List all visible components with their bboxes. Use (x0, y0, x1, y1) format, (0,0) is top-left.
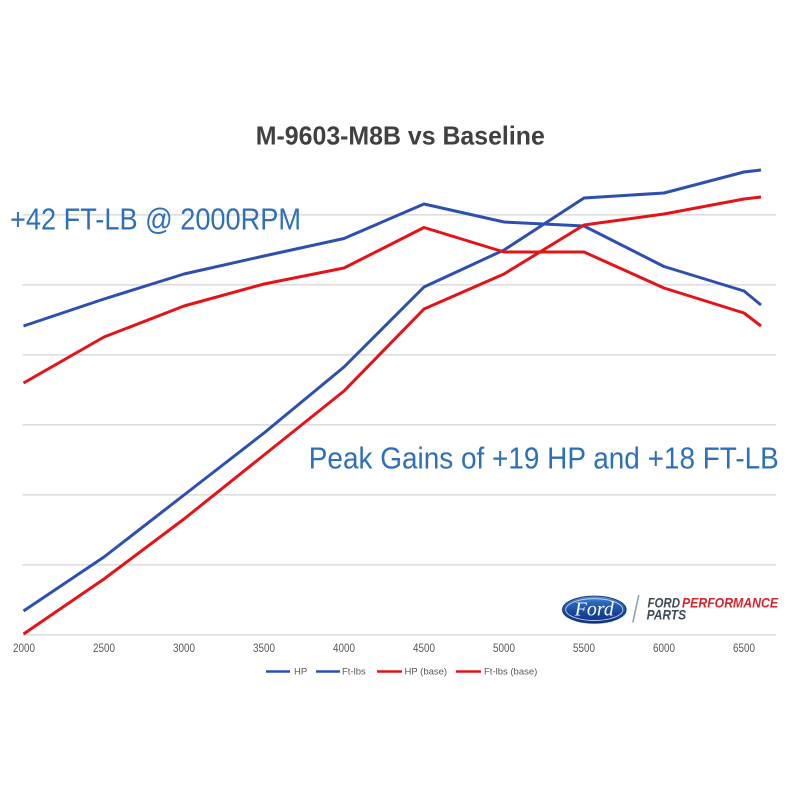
svg-text:5000: 5000 (493, 642, 515, 655)
svg-text:4000: 4000 (333, 642, 355, 655)
svg-text:2000: 2000 (13, 642, 35, 655)
svg-text:4500: 4500 (413, 642, 435, 655)
svg-text:Ft-lbs: Ft-lbs (342, 667, 366, 678)
svg-text:PARTS: PARTS (647, 608, 687, 623)
svg-text:HP (base): HP (base) (405, 667, 448, 678)
svg-text:3000: 3000 (173, 642, 195, 655)
svg-text:Ft-lbs (base): Ft-lbs (base) (484, 667, 537, 678)
svg-text:6500: 6500 (733, 642, 755, 655)
svg-text:M-9603-M8B vs Baseline: M-9603-M8B vs Baseline (256, 122, 545, 150)
svg-text:6000: 6000 (653, 642, 675, 655)
svg-text:PERFORMANCE: PERFORMANCE (682, 596, 779, 611)
svg-text:+42 FT-LB @ 2000RPM: +42 FT-LB @ 2000RPM (10, 203, 301, 237)
svg-text:FORD: FORD (648, 596, 681, 611)
svg-text:Peak Gains of +19 HP and +18 F: Peak Gains of +19 HP and +18 FT-LB (309, 442, 779, 476)
svg-text:HP: HP (294, 667, 307, 678)
svg-text:Ford: Ford (574, 600, 614, 621)
svg-text:5500: 5500 (573, 642, 595, 655)
svg-text:2500: 2500 (93, 642, 115, 655)
svg-text:3500: 3500 (253, 642, 275, 655)
